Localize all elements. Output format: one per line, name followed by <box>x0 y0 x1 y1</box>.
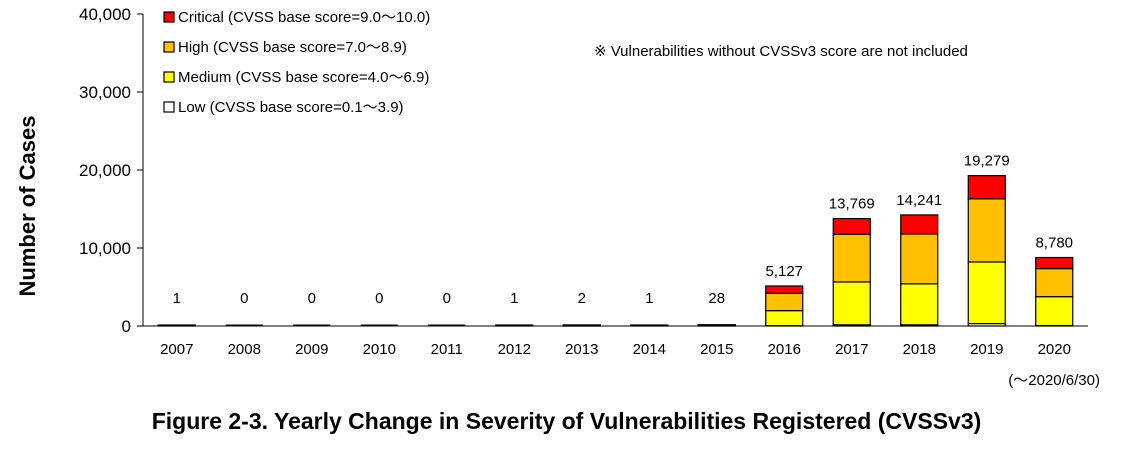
y-axis-title: Number of Cases <box>15 116 40 297</box>
data-label: 14,241 <box>896 192 942 209</box>
legend-swatch <box>163 71 175 83</box>
date-range-note: (～2020/6/30) <box>1008 372 1100 389</box>
data-label: 1 <box>173 290 181 307</box>
x-tick-label: 2018 <box>903 341 936 358</box>
data-label: 8,780 <box>1035 235 1073 252</box>
chart-note: ※ Vulnerabilities without CVSSv3 score a… <box>594 43 968 60</box>
bars <box>157 175 1074 327</box>
bar-segment <box>900 233 939 285</box>
legend-swatch <box>163 101 175 113</box>
bar-segment <box>1035 267 1074 298</box>
bar-segment <box>293 324 331 326</box>
data-label: 13,769 <box>829 196 875 213</box>
x-tick-label: 2013 <box>565 341 598 358</box>
bar-segment <box>495 324 533 326</box>
bar-segment <box>1035 256 1074 270</box>
x-tick-label: 2012 <box>498 341 531 358</box>
data-labels: 1 0 0 0 0 1 2 1 28 5,127 13,769 14,241 19,279 8,780 <box>173 153 1073 307</box>
bar-segment <box>630 324 668 326</box>
x-tick-label: 2007 <box>160 341 193 358</box>
bar-segment <box>967 175 1006 200</box>
y-axis: 0 10,000 20,000 30,000 40,000 <box>79 5 144 336</box>
bar-segment <box>967 198 1006 263</box>
y-tick-label: 20,000 <box>79 161 131 180</box>
data-label: 28 <box>708 290 725 307</box>
data-label: 19,279 <box>964 153 1010 170</box>
data-label: 0 <box>443 290 451 307</box>
x-tick-label: 2008 <box>228 341 261 358</box>
x-tick-label: 2017 <box>835 341 868 358</box>
bar-segment <box>765 310 804 327</box>
x-tick-label: 2014 <box>633 341 666 358</box>
bar-segment <box>360 324 398 326</box>
bar-segment <box>1035 296 1074 327</box>
x-tick-label: 2020 <box>1038 341 1071 358</box>
bar-segment <box>900 283 939 326</box>
legend-label: Medium (CVSS base score=4.0～6.9) <box>178 69 429 86</box>
bar-segment <box>225 324 263 326</box>
y-tick-label: 0 <box>122 317 131 336</box>
legend-label: Critical (CVSS base score=9.0～10.0) <box>178 9 430 26</box>
bar-segment <box>832 218 871 235</box>
bar-segment <box>698 324 736 326</box>
data-label: 2 <box>578 290 586 307</box>
bar-segment <box>832 281 871 326</box>
x-tick-label: 2019 <box>970 341 1003 358</box>
bar-segment <box>967 261 1006 325</box>
legend-label: Low (CVSS base score=0.1～3.9) <box>178 99 404 116</box>
y-tick-label: 40,000 <box>79 5 131 24</box>
data-label: 0 <box>308 290 316 307</box>
data-label: 1 <box>645 290 653 307</box>
legend: Critical (CVSS base score=9.0～10.0) High … <box>163 9 430 116</box>
bar-segment <box>765 285 804 294</box>
x-tick-label: 2015 <box>700 341 733 358</box>
data-label: 5,127 <box>765 263 803 280</box>
legend-swatch <box>163 11 175 23</box>
y-tick-label: 30,000 <box>79 83 131 102</box>
x-tick-label: 2016 <box>768 341 801 358</box>
y-tick-label: 10,000 <box>79 239 131 258</box>
bar-segment <box>428 324 466 326</box>
x-tick-label: 2010 <box>363 341 396 358</box>
x-axis: 2007 2008 2009 2010 2011 2012 2013 2014 2015 2016… <box>143 325 1088 358</box>
bar-segment <box>765 292 804 312</box>
data-label: 0 <box>240 290 248 307</box>
figure-caption: Figure 2-3. Yearly Change in Severity of… <box>151 408 982 434</box>
bar-segment <box>832 233 871 283</box>
data-label: 1 <box>510 290 518 307</box>
bar-segment <box>900 214 939 235</box>
x-tick-label: 2011 <box>431 341 463 358</box>
legend-label: High (CVSS base score=7.0～8.9) <box>178 39 407 56</box>
bar-segment <box>158 324 196 326</box>
bar-segment <box>563 324 601 326</box>
legend-swatch <box>163 41 175 53</box>
data-label: 0 <box>375 290 383 307</box>
x-tick-label: 2009 <box>295 341 328 358</box>
